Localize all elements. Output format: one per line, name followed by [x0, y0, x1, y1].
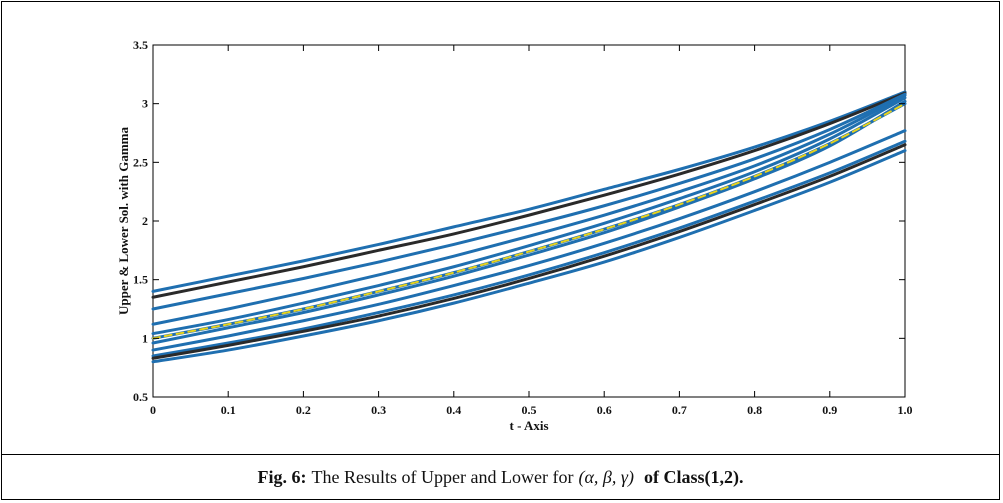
series-line-9 — [151, 129, 907, 352]
figure-caption: Fig. 6: The Results of Upper and Lower f… — [2, 455, 999, 499]
y-tick-label: 2.5 — [133, 155, 148, 169]
series-line-6 — [151, 99, 907, 345]
y-tick-label: 2 — [142, 214, 148, 228]
series-line-8 — [152, 102, 906, 340]
caption-text: The Results of Upper and Lower for — [311, 466, 574, 487]
y-axis-label: Upper & Lower Sol. with Gamma — [116, 126, 131, 315]
x-tick-label: 0.3 — [371, 403, 386, 417]
series-line-2 — [151, 91, 907, 299]
x-tick-label: 0.5 — [522, 403, 537, 417]
caption-suffix: of Class(1,2). — [643, 466, 744, 487]
x-tick-label: 0.2 — [296, 403, 311, 417]
tick-layer: 0 0.1 0.2 0.3 0.4 0.5 0.6 0.7 0.8 0.9 1.0 0.5 1 1.5 2 2… — [133, 38, 913, 417]
x-tick-label: 0.8 — [747, 403, 762, 417]
y-tick-label: 1 — [142, 331, 148, 345]
series-line-12 — [151, 149, 907, 364]
y-tick-label: 0.5 — [133, 390, 148, 404]
series-line-4 — [151, 93, 907, 326]
x-tick-label: 0.7 — [672, 403, 687, 417]
x-tick-label: 0.9 — [822, 403, 837, 417]
series-line-5 — [151, 96, 907, 336]
plot-cell: 0 0.1 0.2 0.3 0.4 0.5 0.6 0.7 0.8 0.9 1.0 0.5 1 1.5 2 2… — [2, 2, 999, 455]
series-line-11 — [151, 143, 907, 360]
x-tick-label: 0.1 — [221, 403, 236, 417]
x-axis-label: t - Axis — [510, 418, 549, 433]
x-tick-label: 0.6 — [597, 403, 612, 417]
x-tick-label: 1.0 — [898, 403, 913, 417]
caption-label: Fig. 6: — [257, 466, 307, 487]
y-tick-label: 1.5 — [133, 273, 148, 287]
x-tick-label: 0 — [150, 403, 156, 417]
y-tick-label: 3 — [142, 97, 148, 111]
caption-math: (α, β, γ) — [578, 466, 634, 487]
series-line-1 — [151, 90, 907, 293]
series-line-3 — [151, 92, 907, 311]
y-tick-label: 3.5 — [133, 38, 148, 52]
x-tick-label: 0.4 — [446, 403, 461, 417]
series-layer — [151, 90, 907, 364]
plot-area — [152, 44, 906, 398]
line-chart: 0 0.1 0.2 0.3 0.4 0.5 0.6 0.7 0.8 0.9 1.0 0.5 1 1.5 2 2… — [116, 38, 913, 433]
series-line-10 — [151, 139, 907, 358]
